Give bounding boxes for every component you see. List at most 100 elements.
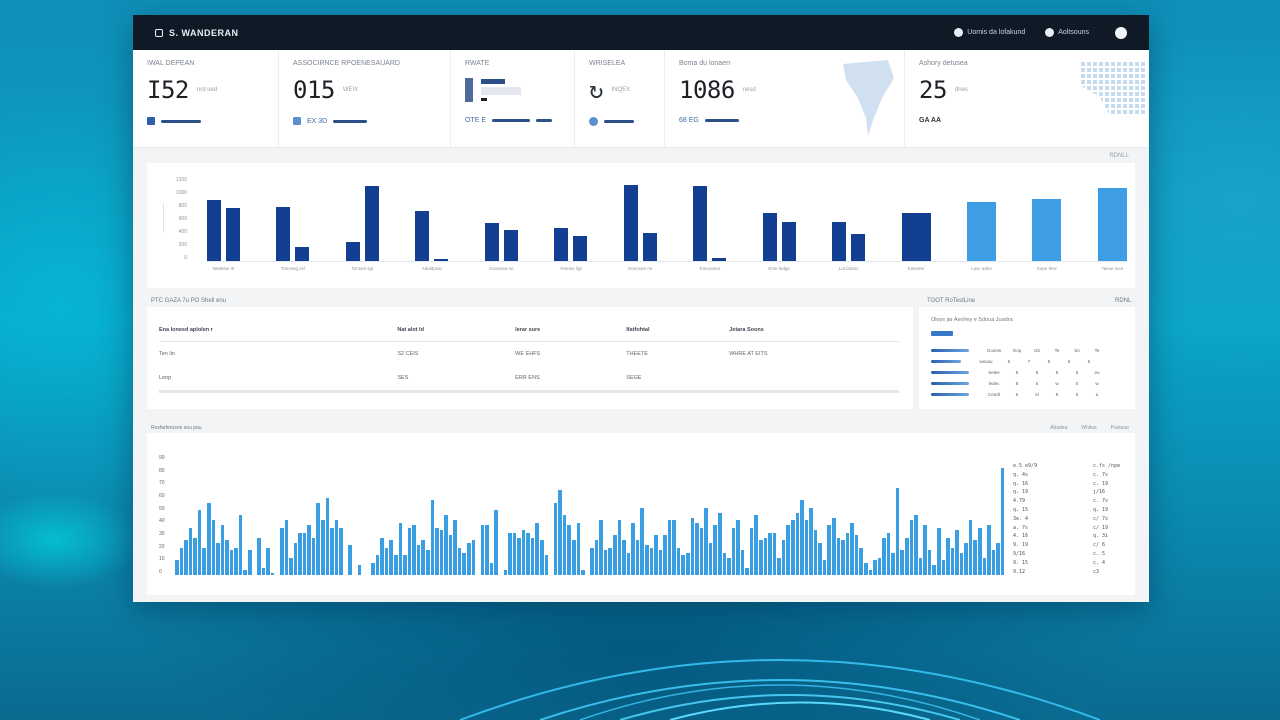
bar[interactable] [421, 540, 425, 575]
chart-menu[interactable]: RDNLL [1109, 153, 1129, 159]
bar[interactable] [225, 540, 229, 575]
bar[interactable] [581, 570, 585, 575]
bar[interactable] [777, 557, 781, 575]
bar[interactable] [649, 547, 654, 575]
bar[interactable] [407, 527, 412, 575]
bar[interactable] [257, 537, 261, 575]
bar[interactable] [690, 517, 695, 575]
bar[interactable] [950, 547, 955, 575]
bar[interactable] [220, 525, 225, 575]
side-tag[interactable] [931, 331, 953, 336]
bar[interactable] [439, 530, 444, 575]
bar[interactable] [946, 537, 950, 575]
bar[interactable] [530, 537, 535, 575]
bar[interactable] [863, 562, 868, 575]
bar[interactable] [900, 550, 904, 575]
bar[interactable] [302, 532, 307, 575]
bar[interactable] [617, 520, 622, 575]
bar[interactable] [571, 540, 576, 575]
table-row[interactable]: Ten lin S2 CEIS WE EHFS THEETE WHRE AT EITS [159, 351, 768, 357]
bar[interactable] [412, 525, 416, 575]
kpi-card-4[interactable]: WRISELEA ↻ INQEX [575, 50, 665, 147]
bar[interactable] [517, 537, 521, 575]
bar-group[interactable]: Nedelse III [207, 177, 240, 271]
bar[interactable] [722, 552, 727, 575]
bar[interactable] [854, 535, 859, 575]
bar-group[interactable]: Lot lantos [832, 177, 866, 271]
bar[interactable] [772, 532, 777, 575]
bar[interactable] [503, 229, 518, 261]
bar[interactable] [822, 560, 827, 575]
bar[interactable] [229, 550, 234, 575]
bar[interactable] [891, 552, 895, 575]
table-row[interactable]: Lenp SES ERR ENS SEGE [159, 366, 899, 393]
bar[interactable] [188, 527, 193, 575]
bar[interactable] [841, 540, 845, 575]
bar[interactable] [175, 560, 179, 575]
bar-group[interactable]: Adeldpsar [415, 177, 449, 271]
bar[interactable] [485, 525, 489, 575]
bar[interactable] [859, 547, 863, 575]
bar[interactable] [375, 555, 380, 575]
bar[interactable] [832, 221, 847, 261]
bar[interactable] [184, 540, 188, 575]
bar[interactable] [762, 213, 777, 261]
bar-group[interactable]: Goonsea ne [484, 177, 518, 271]
bar[interactable] [672, 520, 676, 575]
bar[interactable] [832, 517, 836, 575]
kpi-card-2[interactable]: ASSOCIRNCE RPOENESAUARD 015 WEIX EX 3D [279, 50, 451, 147]
bar[interactable] [790, 520, 795, 575]
bar[interactable] [708, 542, 713, 575]
bar[interactable] [626, 552, 631, 575]
bar[interactable] [731, 527, 736, 575]
bar[interactable] [781, 221, 796, 261]
list-item[interactable]: wexau 6 7 8 6 6 [931, 356, 1123, 367]
bar[interactable] [270, 572, 275, 575]
bar[interactable] [544, 555, 549, 575]
bar[interactable] [389, 540, 393, 575]
bar[interactable] [526, 532, 530, 575]
bar[interactable] [681, 555, 685, 575]
bar[interactable] [1097, 188, 1127, 261]
bar[interactable] [795, 512, 800, 575]
bar[interactable] [704, 507, 708, 575]
bar[interactable] [311, 537, 316, 575]
bar[interactable] [768, 532, 772, 575]
bar[interactable] [804, 520, 809, 575]
bar[interactable] [434, 258, 449, 261]
bar[interactable] [471, 540, 476, 575]
bar[interactable] [521, 530, 526, 575]
bar[interactable] [276, 207, 291, 261]
bar[interactable] [325, 497, 330, 575]
bar[interactable] [996, 542, 1000, 575]
bar[interactable] [749, 527, 754, 575]
bar[interactable] [644, 545, 649, 575]
column-header[interactable]: Ierar sure [515, 321, 627, 342]
bar[interactable] [261, 567, 266, 575]
bar-group[interactable]: Lasc aden [966, 177, 996, 271]
bar[interactable] [234, 547, 238, 575]
bar[interactable] [813, 530, 818, 575]
bar[interactable] [927, 550, 932, 575]
bar[interactable] [786, 525, 790, 575]
bar[interactable] [307, 525, 311, 575]
bar[interactable] [658, 550, 663, 575]
side-panel-menu[interactable]: RDNL [1115, 298, 1132, 304]
bar[interactable] [238, 515, 243, 575]
column-header[interactable]: Ifatfohtal [626, 321, 730, 342]
user-avatar-icon[interactable] [1115, 26, 1127, 39]
bar[interactable] [966, 202, 996, 261]
bar[interactable] [693, 186, 708, 261]
bar[interactable] [964, 542, 968, 575]
header-action-language[interactable]: Uomis da lofakund [954, 28, 1025, 37]
bar[interactable] [827, 525, 831, 575]
bar[interactable] [781, 540, 786, 575]
bar[interactable] [599, 520, 603, 575]
list-item[interactable]: Cendt 6 el 8 6 a [931, 389, 1123, 400]
bar[interactable] [416, 545, 421, 575]
bar[interactable] [713, 525, 717, 575]
kpi-card-6[interactable]: Ashory detusea 25 dnes GA AA [905, 50, 1149, 147]
bar[interactable] [558, 490, 562, 575]
brand[interactable]: S. WANDERAN [155, 28, 239, 38]
bar[interactable] [759, 540, 763, 575]
